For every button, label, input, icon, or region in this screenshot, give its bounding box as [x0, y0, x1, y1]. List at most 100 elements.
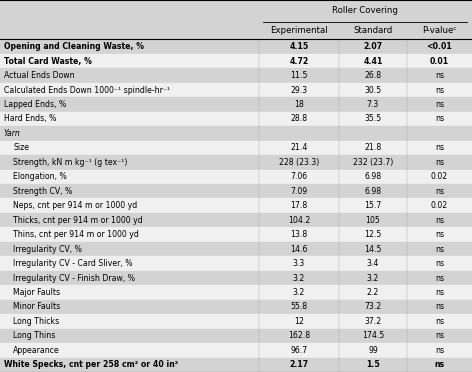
Text: Major Faults: Major Faults — [13, 288, 60, 297]
Text: Irregularity CV - Card Sliver, %: Irregularity CV - Card Sliver, % — [13, 259, 133, 268]
Bar — [0, 343, 472, 357]
Text: 73.2: 73.2 — [364, 302, 381, 311]
Text: Thicks, cnt per 914 m or 1000 yd: Thicks, cnt per 914 m or 1000 yd — [13, 216, 143, 225]
Text: 3.2: 3.2 — [293, 273, 305, 282]
Text: 21.4: 21.4 — [290, 143, 307, 153]
Text: ns: ns — [434, 360, 445, 369]
Text: Appearance: Appearance — [13, 346, 60, 355]
Text: 96.7: 96.7 — [290, 346, 307, 355]
Bar — [0, 39, 472, 54]
Text: Thins, cnt per 914 m or 1000 yd: Thins, cnt per 914 m or 1000 yd — [13, 230, 139, 239]
Text: Irregularity CV - Finish Draw, %: Irregularity CV - Finish Draw, % — [13, 273, 135, 282]
Bar — [0, 213, 472, 227]
Bar — [0, 300, 472, 314]
Text: 14.6: 14.6 — [290, 245, 307, 254]
Text: Lapped Ends, %: Lapped Ends, % — [4, 100, 66, 109]
Text: Size: Size — [13, 143, 29, 153]
Text: ns: ns — [435, 71, 444, 80]
Bar — [0, 68, 472, 83]
Text: 30.5: 30.5 — [364, 86, 381, 94]
Bar — [0, 126, 472, 141]
Text: Strength CV, %: Strength CV, % — [13, 187, 73, 196]
Text: 232 (23.7): 232 (23.7) — [353, 158, 393, 167]
Bar — [0, 271, 472, 285]
Text: 7.06: 7.06 — [290, 172, 307, 181]
Text: White Specks, cnt per 258 cm² or 40 in²: White Specks, cnt per 258 cm² or 40 in² — [4, 360, 178, 369]
Text: 174.5: 174.5 — [362, 331, 384, 340]
Text: Opening and Cleaning Waste, %: Opening and Cleaning Waste, % — [4, 42, 144, 51]
Text: ns: ns — [435, 230, 444, 239]
Text: Calculated Ends Down 1000⁻¹ spindle-hr⁻¹: Calculated Ends Down 1000⁻¹ spindle-hr⁻¹ — [4, 86, 170, 94]
Text: 4.15: 4.15 — [289, 42, 308, 51]
Text: Irregularity CV, %: Irregularity CV, % — [13, 245, 82, 254]
Text: ns: ns — [435, 187, 444, 196]
Bar — [0, 184, 472, 199]
Bar — [0, 83, 472, 97]
Text: ns: ns — [435, 317, 444, 326]
Text: 14.5: 14.5 — [364, 245, 381, 254]
Text: Total Card Waste, %: Total Card Waste, % — [4, 57, 92, 65]
Text: ns: ns — [435, 143, 444, 153]
Text: ns: ns — [435, 288, 444, 297]
Text: ns: ns — [435, 100, 444, 109]
Text: Yarn: Yarn — [4, 129, 20, 138]
Text: Hard Ends, %: Hard Ends, % — [4, 115, 56, 124]
Text: 0.02: 0.02 — [431, 172, 448, 181]
Text: 0.02: 0.02 — [431, 201, 448, 210]
Text: 55.8: 55.8 — [290, 302, 307, 311]
Bar — [0, 170, 472, 184]
Bar — [0, 155, 472, 170]
Text: ns: ns — [435, 273, 444, 282]
Text: Minor Faults: Minor Faults — [13, 302, 60, 311]
Text: Actual Ends Down: Actual Ends Down — [4, 71, 75, 80]
Text: 6.98: 6.98 — [364, 172, 381, 181]
Text: Elongation, %: Elongation, % — [13, 172, 67, 181]
Text: 12.5: 12.5 — [364, 230, 381, 239]
Text: 17.8: 17.8 — [290, 201, 307, 210]
Text: <0.01: <0.01 — [427, 42, 452, 51]
Bar — [0, 199, 472, 213]
Bar — [0, 242, 472, 256]
Text: ns: ns — [435, 245, 444, 254]
Text: 37.2: 37.2 — [364, 317, 381, 326]
Text: Roller Covering: Roller Covering — [332, 6, 398, 15]
Text: 7.3: 7.3 — [367, 100, 379, 109]
Text: 162.8: 162.8 — [288, 331, 310, 340]
Text: 99: 99 — [368, 346, 378, 355]
Text: 1.5: 1.5 — [366, 360, 380, 369]
Bar — [0, 141, 472, 155]
Text: ns: ns — [435, 346, 444, 355]
Text: 12: 12 — [294, 317, 303, 326]
Text: P-valueᶜ: P-valueᶜ — [422, 26, 457, 35]
Text: 4.72: 4.72 — [289, 57, 308, 65]
Text: Strength, kN m kg⁻¹ (g tex⁻¹): Strength, kN m kg⁻¹ (g tex⁻¹) — [13, 158, 127, 167]
Text: Long Thins: Long Thins — [13, 331, 56, 340]
Bar — [0, 328, 472, 343]
Bar — [0, 285, 472, 300]
Text: Experimental: Experimental — [270, 26, 328, 35]
Text: 3.2: 3.2 — [293, 288, 305, 297]
Text: ns: ns — [435, 115, 444, 124]
Text: 4.41: 4.41 — [363, 57, 383, 65]
Text: 15.7: 15.7 — [364, 201, 381, 210]
Bar — [0, 112, 472, 126]
Text: 21.8: 21.8 — [364, 143, 381, 153]
Text: Neps, cnt per 914 m or 1000 yd: Neps, cnt per 914 m or 1000 yd — [13, 201, 137, 210]
Bar — [0, 0, 472, 39]
Text: 2.17: 2.17 — [289, 360, 308, 369]
Text: 29.3: 29.3 — [290, 86, 307, 94]
Text: 28.8: 28.8 — [290, 115, 307, 124]
Text: 104.2: 104.2 — [287, 216, 310, 225]
Text: ns: ns — [435, 216, 444, 225]
Text: 3.2: 3.2 — [367, 273, 379, 282]
Bar — [0, 227, 472, 242]
Text: ns: ns — [435, 331, 444, 340]
Text: 7.09: 7.09 — [290, 187, 307, 196]
Text: ns: ns — [435, 259, 444, 268]
Bar — [0, 357, 472, 372]
Text: ns: ns — [435, 302, 444, 311]
Text: Standard: Standard — [353, 26, 393, 35]
Text: 3.4: 3.4 — [367, 259, 379, 268]
Text: 0.01: 0.01 — [430, 57, 449, 65]
Text: 2.2: 2.2 — [367, 288, 379, 297]
